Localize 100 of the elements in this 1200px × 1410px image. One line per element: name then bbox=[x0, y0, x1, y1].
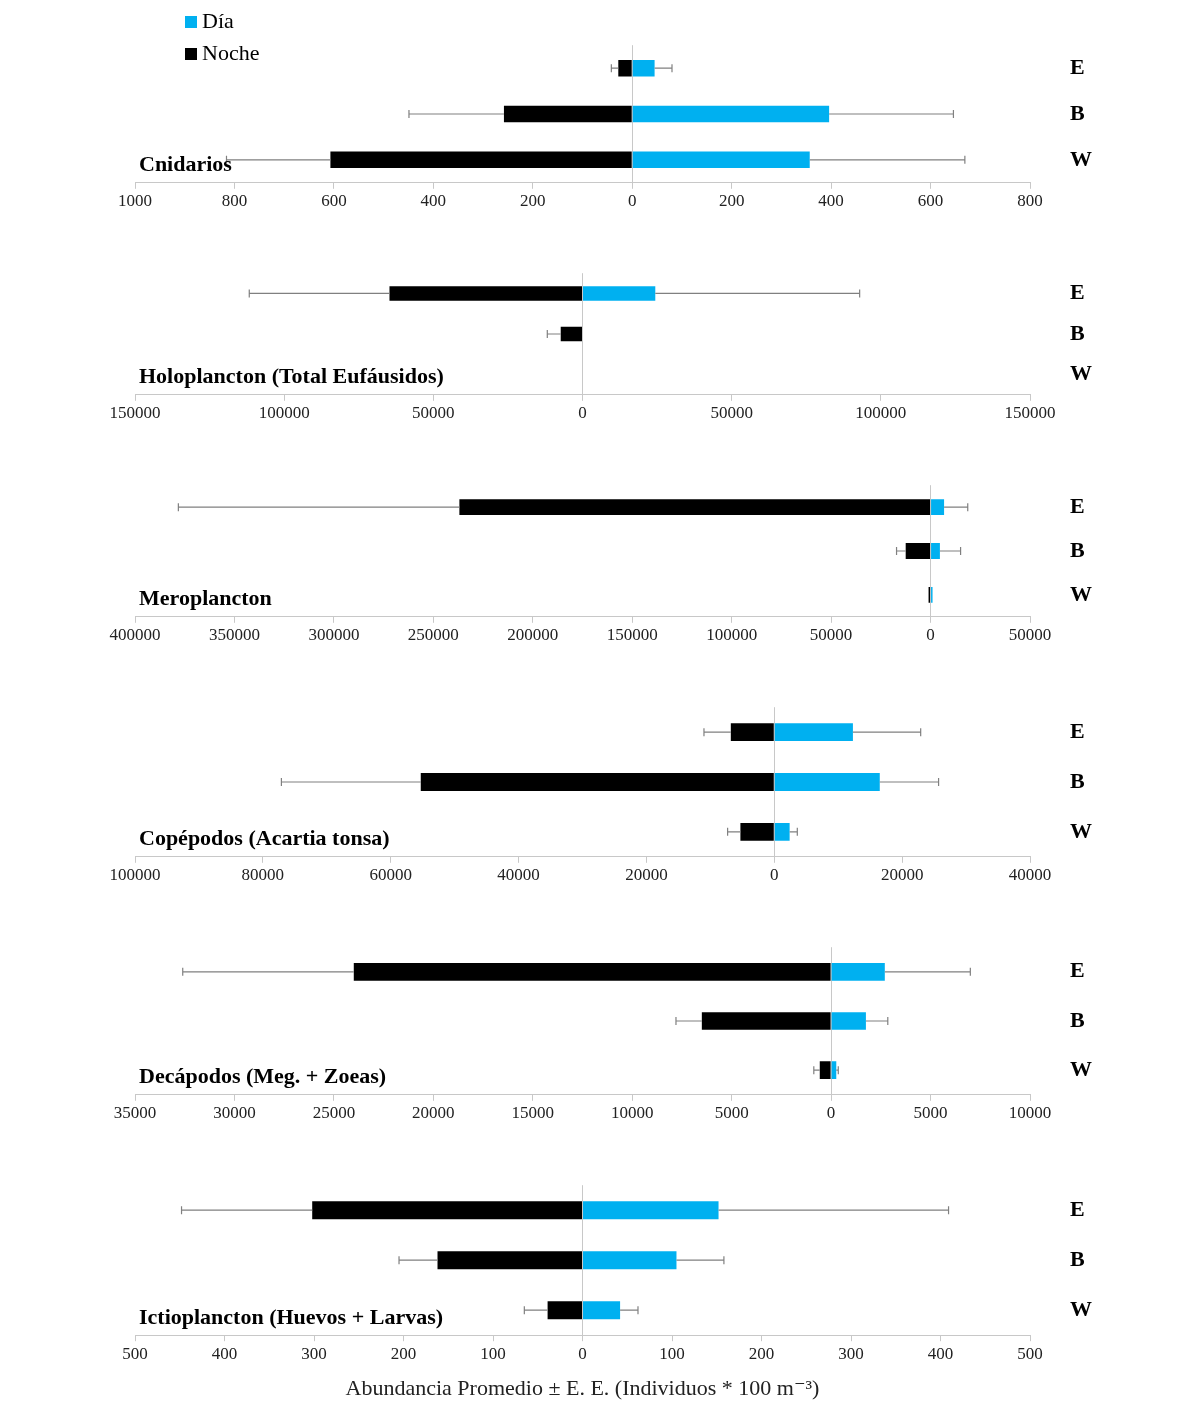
y-tick-label: W bbox=[1070, 360, 1092, 386]
x-tick-label: 0 bbox=[627, 191, 637, 211]
x-tick-label: 100 bbox=[480, 1343, 506, 1363]
x-tick-label: 50000 bbox=[710, 403, 753, 423]
bar bbox=[831, 1012, 866, 1030]
x-tick-label: 40000 bbox=[497, 865, 540, 885]
bar bbox=[632, 105, 830, 123]
bar bbox=[420, 773, 774, 791]
x-tick-label: 200 bbox=[520, 191, 546, 211]
bar bbox=[312, 1201, 582, 1220]
text: Ictioplancton (Huevos + Larvas) bbox=[139, 1303, 444, 1329]
x-tick-label: 400 bbox=[818, 191, 844, 211]
x-tick-label: 80000 bbox=[241, 865, 285, 885]
x-tick-label: 400 bbox=[420, 191, 447, 211]
bar bbox=[330, 151, 632, 169]
x-tick-label: 50000 bbox=[809, 625, 853, 645]
y-tick-label: W bbox=[1070, 1055, 1092, 1081]
x-tick-label: 200 bbox=[748, 1343, 775, 1363]
bar bbox=[730, 723, 774, 742]
bar bbox=[503, 105, 632, 123]
y-tick-label: E bbox=[1070, 717, 1085, 743]
y-tick-label: B bbox=[1070, 1245, 1085, 1271]
x-tick-label: 15000 bbox=[511, 1103, 555, 1123]
x-tick-label: 100 bbox=[659, 1343, 685, 1363]
legend-label: Noche bbox=[202, 39, 260, 65]
x-tick-label: 800 bbox=[221, 191, 248, 211]
y-tick-label: B bbox=[1070, 1006, 1085, 1032]
x-tick-label: 500 bbox=[122, 1343, 148, 1363]
x-tick-label: 5000 bbox=[913, 1103, 948, 1123]
x-tick-label: 100000 bbox=[706, 625, 758, 645]
y-tick-label: B bbox=[1070, 319, 1085, 345]
x-tick-label: 5000 bbox=[714, 1103, 749, 1123]
x-tick-label: 300000 bbox=[308, 625, 360, 645]
x-tick-label: 0 bbox=[926, 625, 935, 645]
x-tick-label: 0 bbox=[826, 1103, 836, 1123]
x-tick-label: 400 bbox=[927, 1343, 954, 1363]
text: Meroplancton bbox=[139, 585, 272, 611]
x-tick-label: 50000 bbox=[1008, 625, 1052, 645]
bar bbox=[931, 543, 940, 559]
y-tick-label: W bbox=[1070, 145, 1092, 171]
x-tick-label: 50000 bbox=[412, 403, 455, 423]
bar bbox=[774, 723, 853, 742]
bar bbox=[819, 1061, 831, 1080]
bar bbox=[774, 822, 790, 841]
bar bbox=[831, 962, 885, 981]
x-tick-label: 150000 bbox=[109, 403, 161, 423]
x-tick-label: 350000 bbox=[208, 625, 260, 645]
x-tick-label: 400000 bbox=[109, 625, 161, 645]
y-tick-label: B bbox=[1070, 99, 1085, 125]
y-tick-label: B bbox=[1070, 767, 1085, 793]
text: Cnidarios bbox=[139, 151, 233, 177]
text: Decápodos (Meg. + Zoeas) bbox=[139, 1063, 387, 1089]
x-tick-label: 20000 bbox=[880, 865, 924, 885]
x-tick-label: 35000 bbox=[113, 1103, 157, 1123]
y-tick-label: W bbox=[1070, 580, 1092, 606]
x-tick-label: 1000 bbox=[118, 191, 152, 211]
x-tick-label: 600 bbox=[917, 191, 944, 211]
bar bbox=[583, 1201, 719, 1220]
x-tick-label: 20000 bbox=[625, 865, 668, 885]
y-tick-label: W bbox=[1070, 1295, 1092, 1321]
x-tick-label: 200 bbox=[390, 1343, 417, 1363]
bar bbox=[632, 151, 810, 169]
x-tick-label: 200 bbox=[718, 191, 745, 211]
x-tick-label: 250000 bbox=[407, 625, 459, 645]
y-tick-label: B bbox=[1070, 536, 1085, 562]
x-tick-label: 25000 bbox=[312, 1103, 356, 1123]
x-tick-label: 60000 bbox=[369, 865, 412, 885]
y-tick-label: W bbox=[1070, 817, 1092, 843]
x-tick-label: 0 bbox=[770, 865, 779, 885]
y-tick-label: E bbox=[1070, 957, 1085, 983]
bar bbox=[437, 1251, 582, 1270]
x-tick-label: 150000 bbox=[606, 625, 658, 645]
x-tick-label: 30000 bbox=[213, 1103, 256, 1123]
bar bbox=[459, 499, 931, 516]
text: Holoplancton (Total Eufáusidos) bbox=[139, 363, 444, 389]
x-tick-label: 10000 bbox=[610, 1103, 654, 1123]
x-tick-label: 100000 bbox=[258, 403, 310, 423]
bar bbox=[905, 543, 931, 559]
x-tick-label: 300 bbox=[301, 1343, 327, 1363]
text: Copépodos (Acartia tonsa) bbox=[139, 825, 390, 851]
x-axis-title: Abundancia Promedio ± E. E. (Individuos * 100 m⁻³) bbox=[345, 1374, 820, 1400]
legend-label: Día bbox=[202, 7, 234, 33]
x-tick-label: 500 bbox=[1017, 1343, 1043, 1363]
x-tick-label: 10000 bbox=[1008, 1103, 1052, 1123]
x-tick-label: 100000 bbox=[855, 403, 907, 423]
bar bbox=[774, 773, 880, 791]
bar bbox=[583, 1251, 677, 1270]
x-tick-label: 100000 bbox=[109, 865, 161, 885]
x-tick-label: 150000 bbox=[1004, 403, 1056, 423]
x-tick-label: 0 bbox=[578, 403, 587, 423]
bar bbox=[740, 822, 774, 841]
bar bbox=[701, 1012, 831, 1030]
x-tick-label: 600 bbox=[321, 191, 347, 211]
x-tick-label: 800 bbox=[1017, 191, 1043, 211]
bar bbox=[632, 59, 655, 77]
bar bbox=[353, 962, 831, 981]
x-tick-label: 400 bbox=[211, 1343, 238, 1363]
bar bbox=[583, 1301, 621, 1320]
x-tick-label: 40000 bbox=[1008, 865, 1052, 885]
x-tick-label: 200000 bbox=[507, 625, 559, 645]
